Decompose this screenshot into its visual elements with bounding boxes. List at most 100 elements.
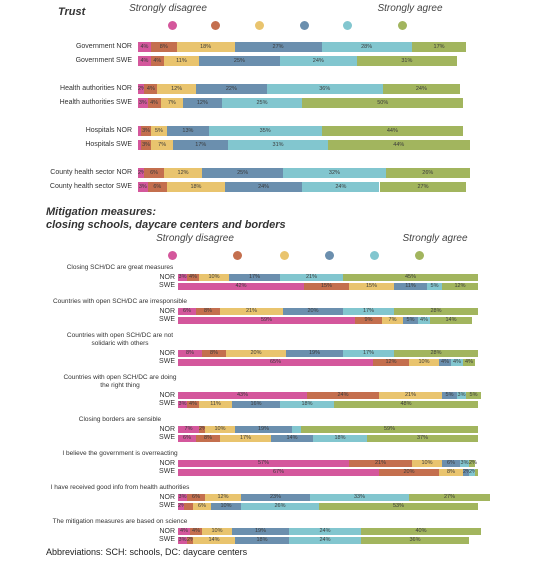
value-label: 2% bbox=[178, 502, 186, 509]
value-label: 44% bbox=[386, 128, 398, 134]
value-label: 17% bbox=[195, 142, 207, 148]
value-label: 44% bbox=[393, 142, 405, 148]
value-label: 3% bbox=[460, 460, 469, 466]
bar-segment: 13% bbox=[166, 126, 209, 136]
value-label: 2% bbox=[138, 170, 146, 176]
bar-segment: 3% bbox=[457, 392, 466, 399]
category-label: NOR bbox=[159, 425, 175, 433]
question-label: Countries with open SCH/DC are irrespons… bbox=[52, 298, 188, 305]
bar-segment: 17% bbox=[343, 308, 394, 315]
value-label: 23% bbox=[269, 494, 281, 500]
legend-dot bbox=[254, 21, 264, 30]
value-label: 53% bbox=[392, 502, 404, 509]
value-label: 8% bbox=[204, 308, 212, 314]
value-label: 10% bbox=[418, 358, 430, 365]
value-label: 12% bbox=[385, 358, 397, 365]
bar-segment: 42% bbox=[178, 282, 304, 290]
value-label: 20% bbox=[307, 308, 319, 314]
value-label: 27% bbox=[443, 494, 455, 500]
value-label: 3% bbox=[138, 184, 147, 190]
bar-segment: 6% bbox=[178, 434, 196, 442]
value-label: 2% bbox=[463, 468, 471, 475]
bar-segment: 3% bbox=[178, 274, 187, 281]
bar-segment: 24% bbox=[302, 182, 380, 192]
bar-segment: 24% bbox=[382, 84, 460, 94]
value-label: 6% bbox=[198, 502, 206, 509]
value-label: 8% bbox=[210, 350, 218, 356]
value-label: 59% bbox=[260, 316, 272, 323]
value-label: 45% bbox=[404, 274, 416, 280]
value-label: 6% bbox=[150, 170, 159, 176]
legend-dot bbox=[324, 251, 334, 260]
value-label: 19% bbox=[254, 528, 266, 534]
bar-segment: 8% bbox=[202, 350, 226, 357]
value-label: 24% bbox=[319, 536, 331, 543]
bar-segment: 2% bbox=[187, 536, 195, 544]
category-label: SWE bbox=[159, 434, 175, 441]
bar-segment: 20% bbox=[379, 468, 439, 476]
value-label: 2% bbox=[469, 460, 477, 466]
value-label: 17% bbox=[433, 44, 445, 50]
bar-segment: 8% bbox=[150, 42, 177, 52]
category-label: County health sector SWE bbox=[49, 183, 132, 190]
bar-segment: 6% bbox=[178, 308, 196, 315]
category-label: SWE bbox=[159, 282, 175, 289]
bar-segment: 4% bbox=[138, 42, 151, 52]
bar-segment: 27% bbox=[409, 494, 490, 501]
bar-segment: 5% bbox=[427, 282, 442, 290]
question-label: Countries with open SCH/DC are not solid… bbox=[66, 332, 174, 347]
value-label: 5% bbox=[469, 392, 478, 398]
bar-segment: 2% bbox=[138, 84, 146, 94]
legend-dot bbox=[299, 21, 309, 30]
value-label: 18% bbox=[301, 400, 313, 407]
bar-segment: 25% bbox=[221, 98, 303, 108]
legend-dot bbox=[397, 21, 407, 30]
bar-segment: 12% bbox=[183, 98, 222, 108]
value-label: 2% bbox=[469, 468, 477, 475]
legend-dot bbox=[414, 251, 424, 260]
category-label: NOR bbox=[159, 391, 175, 399]
bar-segment: 15% bbox=[349, 282, 394, 290]
value-label: 17% bbox=[248, 274, 260, 280]
value-label: 4% bbox=[192, 528, 200, 534]
value-label: 57% bbox=[257, 460, 269, 466]
value-label: 21% bbox=[245, 308, 257, 314]
bar-segment: 43% bbox=[178, 392, 307, 399]
bar-segment: 9% bbox=[355, 316, 382, 324]
question-label: Countries with open SCH/DC are doing the… bbox=[63, 374, 177, 389]
bar-segment: 18% bbox=[313, 434, 367, 442]
bar-segment: 11% bbox=[394, 282, 427, 290]
category-label: Government NOR bbox=[75, 43, 132, 50]
value-label: 21% bbox=[404, 392, 416, 398]
bar-segment: 12% bbox=[157, 84, 196, 94]
value-label: 65% bbox=[269, 358, 281, 365]
bar-segment: 28% bbox=[321, 42, 412, 52]
category-label: NOR bbox=[159, 307, 175, 315]
legend-label: Strongly agree bbox=[377, 3, 443, 14]
value-label: 3% bbox=[142, 128, 151, 134]
bar-segment: 10% bbox=[412, 460, 442, 467]
bar-segment: 21% bbox=[379, 392, 442, 399]
bar-segment: 28% bbox=[394, 308, 478, 315]
value-label: 5% bbox=[430, 282, 439, 289]
value-label: 4% bbox=[420, 316, 428, 323]
question-label: Closing SCH/DC are great measures bbox=[66, 264, 174, 271]
category-label: County health sector NOR bbox=[50, 169, 132, 176]
value-label: 24% bbox=[415, 86, 427, 92]
value-label: 21% bbox=[374, 460, 386, 466]
value-label: 3% bbox=[178, 536, 187, 543]
bar-segment: 6% bbox=[147, 182, 167, 192]
category-label: SWE bbox=[159, 400, 175, 407]
category-label: NOR bbox=[159, 459, 175, 467]
bar-segment: 24% bbox=[279, 56, 357, 66]
bar-segment bbox=[475, 468, 478, 476]
value-label: 12% bbox=[217, 494, 229, 500]
value-label: 8% bbox=[159, 44, 168, 50]
bar-segment: 3% bbox=[178, 494, 187, 501]
value-label: 10% bbox=[220, 502, 232, 509]
value-label: 10% bbox=[214, 426, 226, 432]
value-label: 26% bbox=[422, 170, 434, 176]
value-label: 43% bbox=[236, 392, 248, 398]
bar-segment: 22% bbox=[195, 84, 267, 94]
bar-segment: 5% bbox=[150, 126, 167, 136]
